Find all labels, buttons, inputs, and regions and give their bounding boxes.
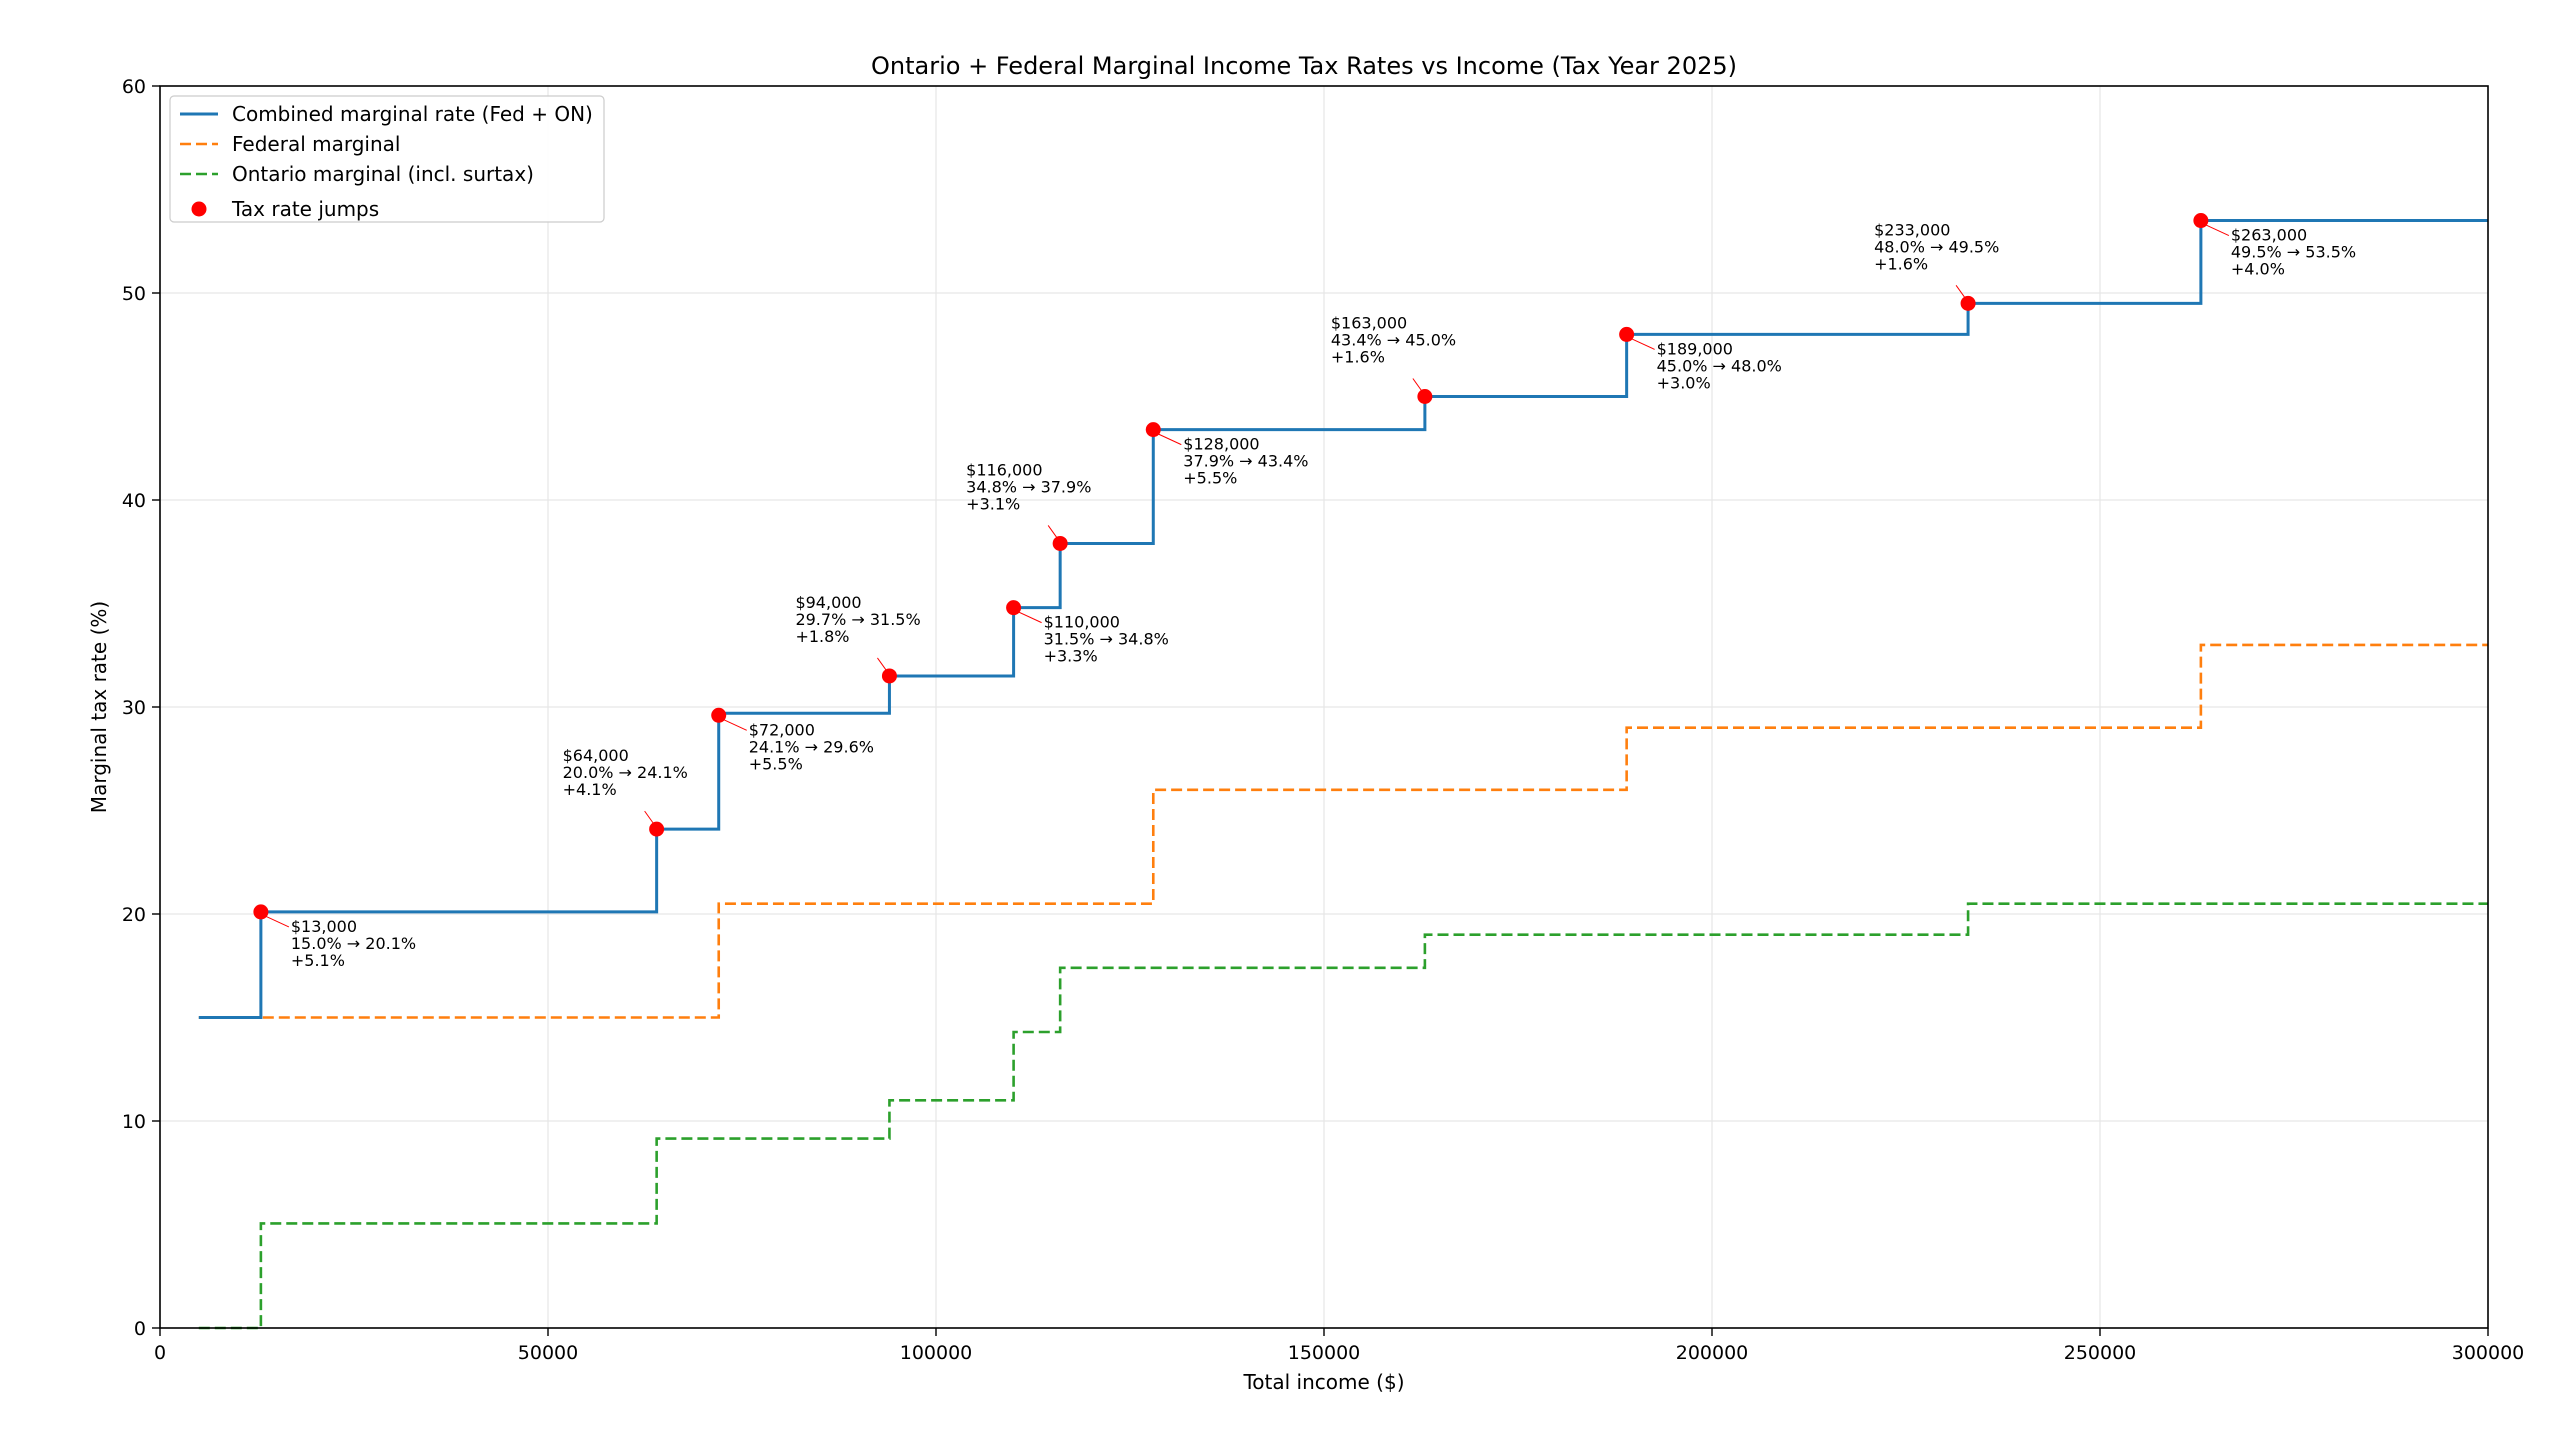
x-axis-label: Total income ($) <box>1242 1370 1404 1394</box>
jump-annotation-line: $110,000 <box>1044 613 1120 632</box>
legend-box <box>169 95 605 223</box>
legend-swatch-jumps <box>191 201 207 217</box>
y-tick-label: 50 <box>122 283 146 305</box>
jump-annotation-line: 20.0% → 24.1% <box>563 763 688 782</box>
y-tick-label: 40 <box>122 490 146 512</box>
jump-annotation-line: +3.1% <box>966 494 1020 513</box>
jump-annotation: $163,000 43.4% → 45.0% +1.6% <box>1331 314 1456 367</box>
jump-annotation-line: $128,000 <box>1183 435 1259 454</box>
x-tick-label: 50000 <box>518 1342 578 1364</box>
jump-annotation-line: $189,000 <box>1657 339 1733 358</box>
jump-annotation-line: +1.6% <box>1331 348 1385 367</box>
y-tick-label: 20 <box>122 904 146 926</box>
jump-annotation-line: 37.9% → 43.4% <box>1183 452 1308 471</box>
x-tick-label: 0 <box>154 1342 166 1364</box>
y-axis-label: Marginal tax rate (%) <box>87 601 111 813</box>
jump-annotation-line: $233,000 <box>1874 220 1950 239</box>
y-tick-label: 10 <box>122 1111 146 1133</box>
series-line-federal <box>198 643 2488 1019</box>
jump-annotation-line: $94,000 <box>795 593 861 612</box>
jump-annotation-line: 43.4% → 45.0% <box>1331 331 1456 350</box>
jump-marker <box>1417 389 1433 404</box>
jump-marker <box>1960 295 1976 311</box>
x-tick-label: 300000 <box>2452 1342 2525 1364</box>
jump-annotation-line: $64,000 <box>563 746 629 765</box>
grid-lines <box>159 85 2489 1329</box>
x-tick-label: 250000 <box>2064 1342 2137 1364</box>
jump-marker <box>1619 326 1635 342</box>
jump-annotation: $110,000 31.5% → 34.8% +3.3% <box>1044 613 1169 666</box>
jump-annotation-line: $13,000 <box>291 917 357 936</box>
jump-annotation-leader <box>1155 432 1182 446</box>
y-tick-label: 0 <box>134 1318 146 1340</box>
jump-annotation-line: 34.8% → 37.9% <box>966 477 1091 496</box>
series-line-ontario <box>198 902 2488 1330</box>
jump-marker <box>1145 422 1161 438</box>
legend-label: Combined marginal rate (Fed + ON) <box>232 102 593 126</box>
jump-marker <box>1006 600 1022 616</box>
jump-annotation-line: 29.7% → 31.5% <box>795 610 920 629</box>
legend-label: Ontario marginal (incl. surtax) <box>232 162 534 186</box>
jump-annotation: $72,000 24.1% → 29.6% +5.5% <box>749 720 874 773</box>
jump-annotation-line: +5.1% <box>291 951 345 970</box>
jump-annotation-line: $116,000 <box>966 460 1042 479</box>
jump-annotation-line: 31.5% → 34.8% <box>1044 630 1169 649</box>
jump-annotation-line: +5.5% <box>1183 469 1237 488</box>
jump-annotation-leader <box>262 914 290 928</box>
jump-annotation-line: +3.0% <box>1657 373 1711 392</box>
x-tick-label: 200000 <box>1676 1342 1749 1364</box>
jump-annotation: $189,000 45.0% → 48.0% +3.0% <box>1657 339 1782 392</box>
jump-annotation-line: +1.8% <box>795 627 849 646</box>
jump-annotation: $64,000 20.0% → 24.1% +4.1% <box>563 746 688 799</box>
jump-annotation-line: 45.0% → 48.0% <box>1657 356 1782 375</box>
jump-annotation: $116,000 34.8% → 37.9% +3.1% <box>966 460 1091 513</box>
jump-annotation-line: $72,000 <box>749 720 815 739</box>
jump-annotation: $94,000 29.7% → 31.5% +1.8% <box>795 593 920 646</box>
jump-marker <box>649 821 665 837</box>
jump-annotation: $128,000 37.9% → 43.4% +5.5% <box>1183 435 1308 488</box>
jump-annotation-leader <box>2202 223 2230 237</box>
jump-marker <box>881 668 897 684</box>
jump-marker <box>1052 535 1068 551</box>
jump-marker <box>711 707 727 723</box>
jump-marker <box>2193 213 2209 229</box>
jump-annotation: $263,000 49.5% → 53.5% +4.0% <box>2231 226 2356 279</box>
jump-annotation-line: +1.6% <box>1874 254 1928 273</box>
x-tick-label: 150000 <box>1288 1342 1361 1364</box>
jump-annotation: $233,000 48.0% → 49.5% +1.6% <box>1874 220 1999 273</box>
jump-annotation-leader <box>1628 336 1655 350</box>
tax-rate-jumps: $13,000 15.0% → 20.1% +5.1% $64,000 20.0% → … <box>253 213 2356 970</box>
series-lines <box>198 219 2488 1330</box>
jump-annotation-line: +4.1% <box>563 780 617 799</box>
jump-annotation-line: 48.0% → 49.5% <box>1874 237 1999 256</box>
legend-label: Tax rate jumps <box>231 197 379 221</box>
chart-title: Ontario + Federal Marginal Income Tax Ra… <box>871 52 1737 80</box>
jump-annotation-line: +3.3% <box>1044 647 1098 666</box>
legend: Combined marginal rate (Fed + ON) Federal… <box>169 95 605 223</box>
series-line-combined <box>198 219 2488 1019</box>
jump-annotation-line: 24.1% → 29.6% <box>749 737 874 756</box>
jump-annotation-line: 15.0% → 20.1% <box>291 934 416 953</box>
jump-marker <box>253 904 269 920</box>
jump-annotation-line: $263,000 <box>2231 226 2307 245</box>
y-tick-label: 60 <box>122 76 146 98</box>
jump-annotation-line: $163,000 <box>1331 314 1407 333</box>
jump-annotation-line: +4.0% <box>2231 260 2285 279</box>
jump-annotation-line: 49.5% → 53.5% <box>2231 243 2356 262</box>
jump-annotation-leader <box>720 717 747 731</box>
axis-ticks: 0 50000 100000 150000 200000 250000 300000 0 10 2… <box>122 76 2524 1364</box>
x-tick-label: 100000 <box>900 1342 973 1364</box>
jump-annotation-leader <box>1015 610 1042 624</box>
jump-annotation-line: +5.5% <box>749 754 803 773</box>
y-tick-label: 30 <box>122 697 146 719</box>
jump-annotation: $13,000 15.0% → 20.1% +5.1% <box>291 917 416 970</box>
legend-label: Federal marginal <box>232 132 400 156</box>
